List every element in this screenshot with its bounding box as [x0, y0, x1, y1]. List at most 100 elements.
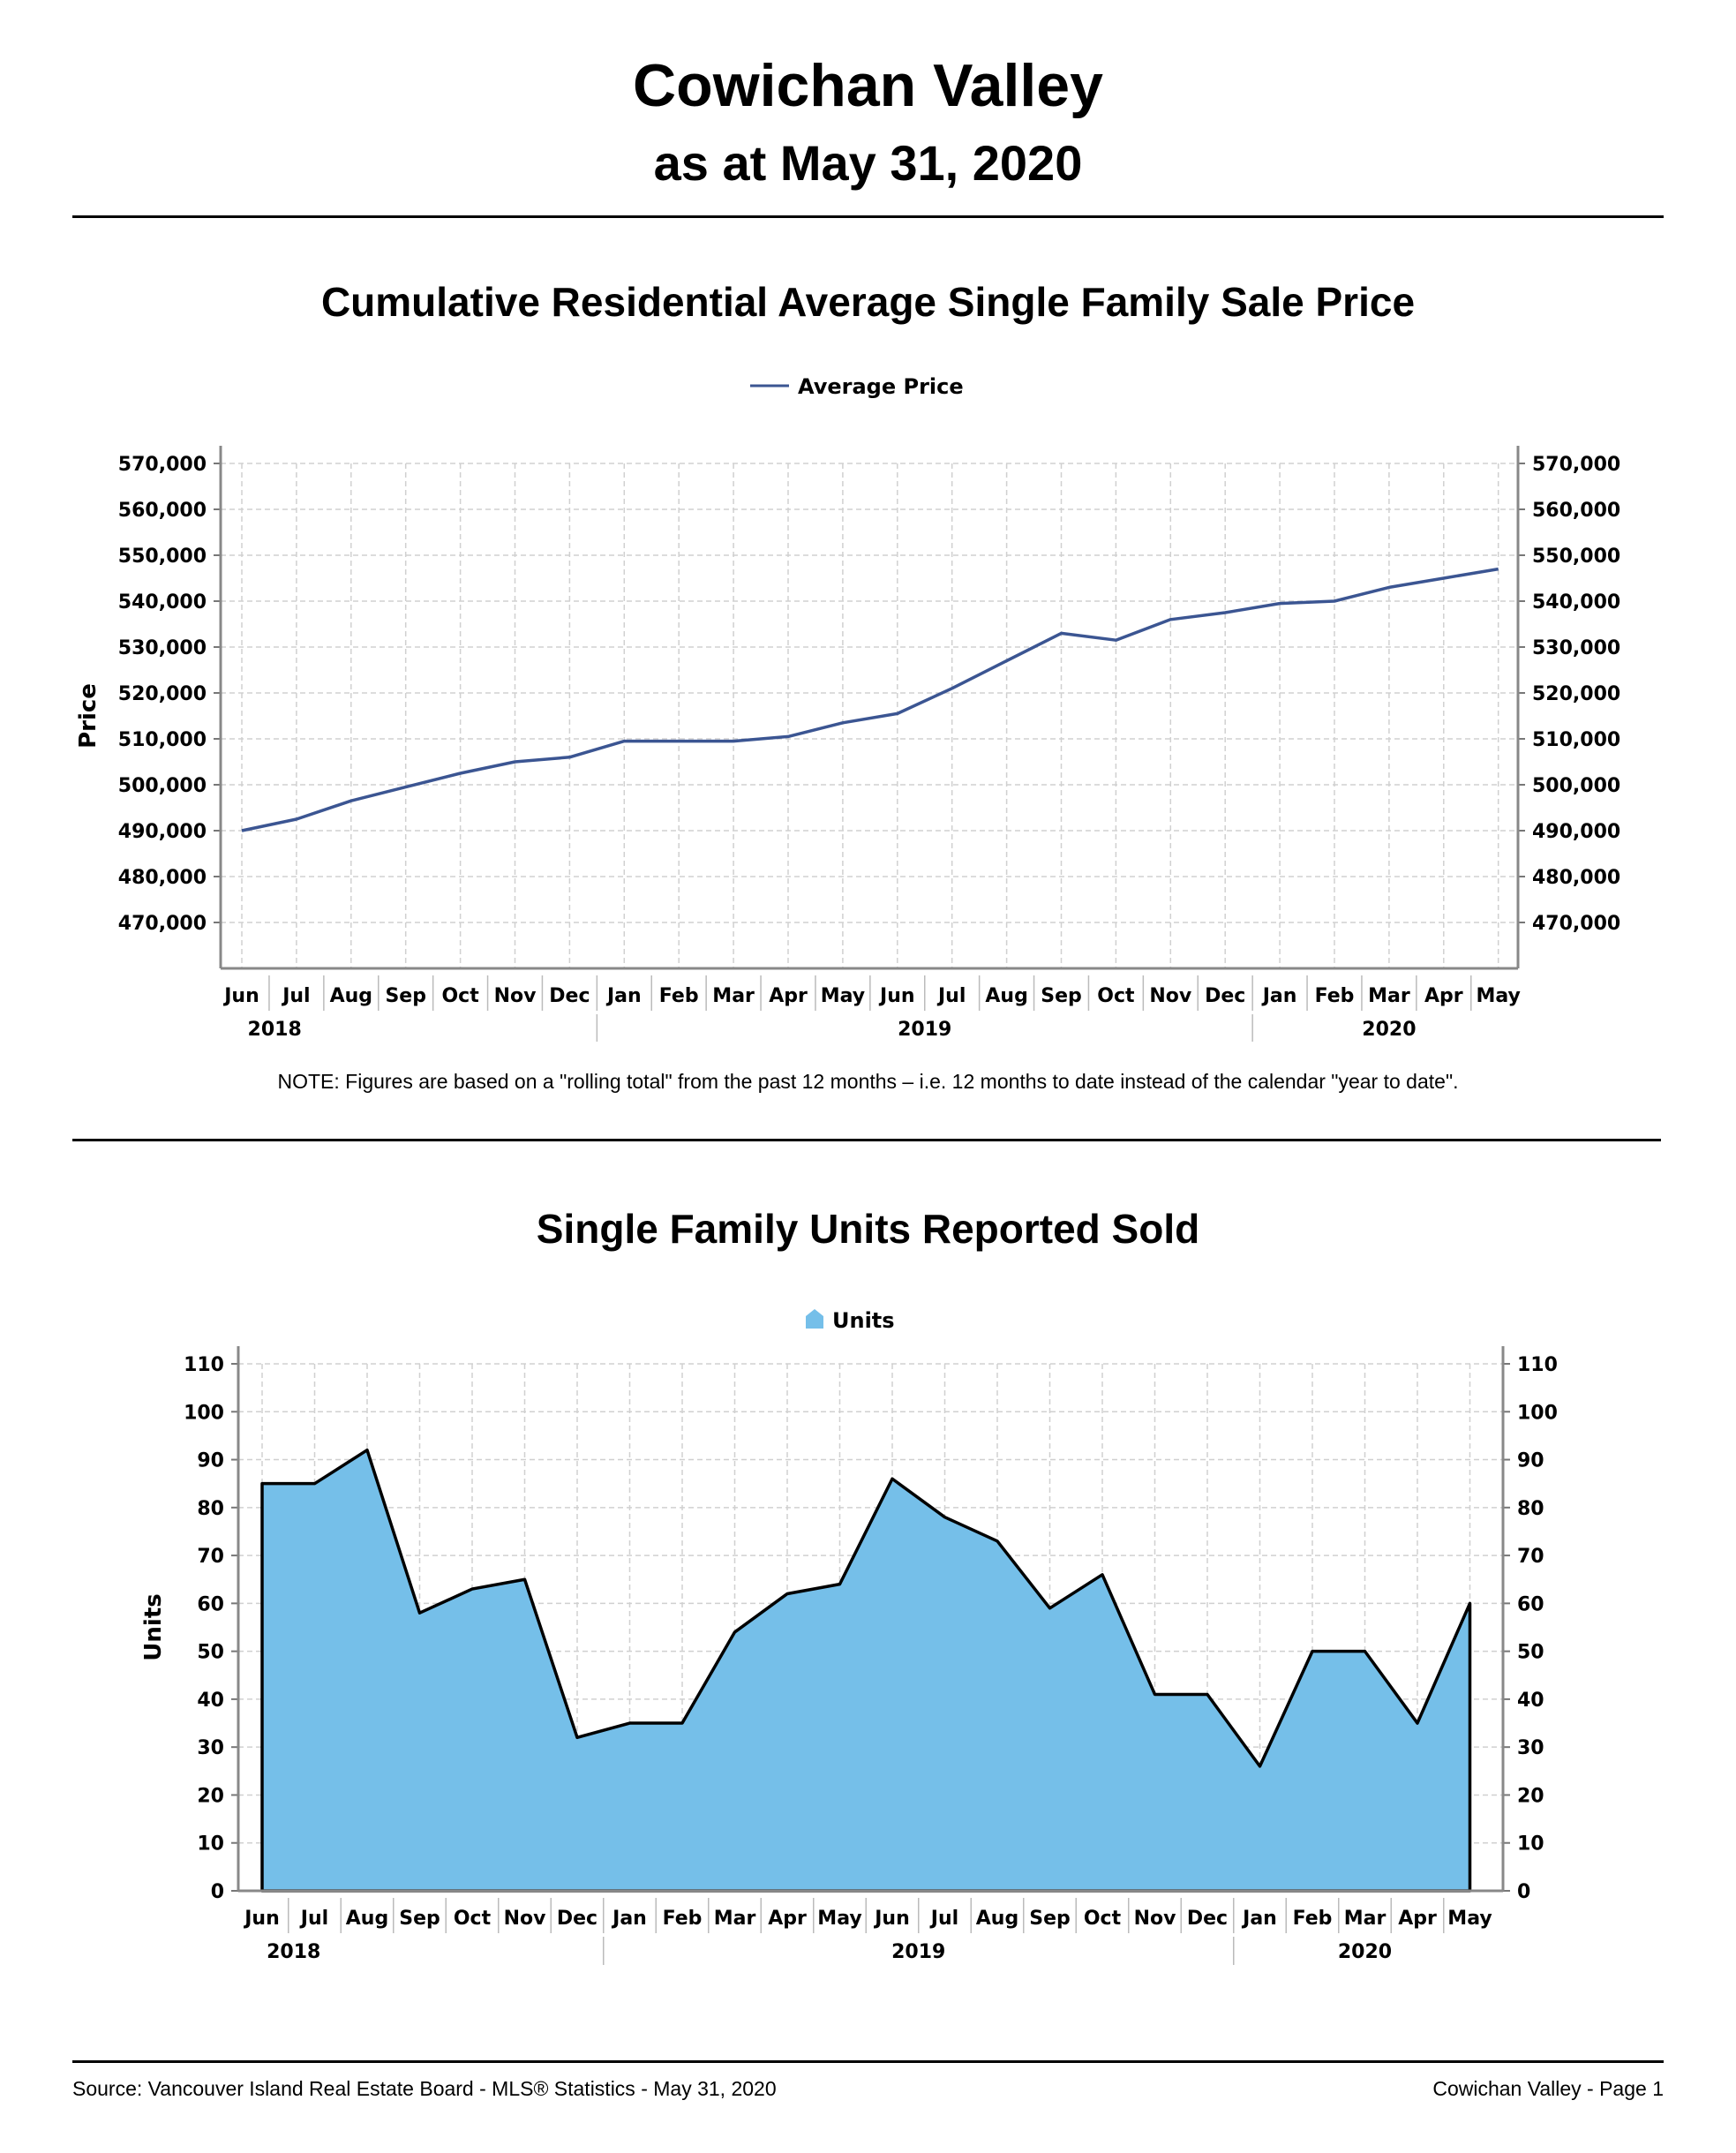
y-tick-label-left: 510,000: [118, 729, 207, 751]
x-tick-label: Jul: [299, 1908, 328, 1930]
y-tick-label-right: 550,000: [1532, 546, 1620, 568]
y-tick-label-right: 480,000: [1532, 867, 1620, 889]
y-tick-label-right: 0: [1517, 1881, 1530, 1903]
y-axis-label: Price: [75, 683, 101, 749]
y-tick-label-left: 30: [197, 1737, 224, 1759]
x-tick-label: Jul: [929, 1908, 958, 1930]
price-chart-title: Cumulative Residential Average Single Fa…: [320, 279, 1416, 325]
x-tick-label: Aug: [346, 1908, 388, 1930]
x-tick-label: Oct: [454, 1908, 492, 1930]
y-tick-label-right: 560,000: [1532, 500, 1620, 522]
x-tick-label: Apr: [1424, 985, 1463, 1007]
x-tick-label: Oct: [441, 985, 479, 1007]
x-tick-label: May: [1476, 985, 1520, 1007]
y-tick-label-left: 10: [197, 1833, 224, 1856]
x-tick-label: Sep: [1041, 985, 1082, 1007]
year-label: 2020: [1362, 1019, 1416, 1041]
y-tick-label-left: 530,000: [118, 637, 207, 659]
y-tick-label-right: 90: [1517, 1450, 1544, 1472]
y-tick-label-right: 100: [1517, 1402, 1558, 1424]
y-tick-label-right: 40: [1517, 1690, 1544, 1712]
x-tick-label: Jan: [1241, 1908, 1277, 1930]
y-tick-label-left: 100: [184, 1402, 224, 1424]
y-tick-label-right: 470,000: [1532, 913, 1620, 935]
y-tick-label-left: 60: [197, 1593, 224, 1615]
average-price-line: [241, 567, 1499, 832]
y-tick-label-right: 60: [1517, 1593, 1544, 1615]
y-tick-label-right: 510,000: [1532, 729, 1620, 751]
x-tick-label: Jun: [222, 985, 259, 1007]
y-tick-label-right: 540,000: [1532, 591, 1620, 614]
x-tick-label: Jun: [878, 985, 915, 1007]
y-tick-label-right: 570,000: [1532, 454, 1620, 476]
legend-label: Units: [832, 1308, 895, 1333]
x-tick-label: May: [821, 985, 865, 1007]
y-tick-label-right: 110: [1517, 1354, 1558, 1376]
section-divider: [72, 1139, 1661, 1141]
x-tick-label: Jun: [873, 1908, 910, 1930]
x-tick-label: Jan: [605, 985, 642, 1007]
x-tick-label: Mar: [714, 1908, 756, 1930]
y-tick-label-left: 0: [211, 1881, 224, 1903]
page-title: Cowichan Valley: [633, 52, 1103, 119]
units-area: [260, 1448, 1472, 1893]
year-label: 2019: [898, 1019, 951, 1041]
footer-page: Cowichan Valley - Page 1: [1432, 2077, 1664, 2100]
x-tick-label: Nov: [494, 985, 537, 1007]
y-tick-label-right: 490,000: [1532, 821, 1620, 843]
y-tick-label-right: 530,000: [1532, 637, 1620, 659]
legend-area-swatch: [806, 1309, 823, 1329]
y-tick-label-left: 570,000: [118, 454, 207, 476]
rolling-total-note: NOTE: Figures are based on a "rolling to…: [277, 1070, 1459, 1093]
y-tick-label-left: 50: [197, 1642, 224, 1664]
x-tick-label: Jul: [281, 985, 310, 1007]
y-tick-label-left: 520,000: [118, 683, 207, 705]
y-tick-label-left: 560,000: [118, 500, 207, 522]
x-tick-label: Feb: [663, 1908, 703, 1930]
y-tick-label-left: 500,000: [118, 775, 207, 797]
x-tick-label: Mar: [1368, 985, 1410, 1007]
x-tick-label: Jun: [243, 1908, 280, 1930]
price-line-chart: Average Price 470,000 470,000 480,000 480,00…: [75, 374, 1620, 1042]
x-tick-label: Dec: [1205, 985, 1245, 1007]
x-tick-label: Feb: [1315, 985, 1355, 1007]
x-tick-label: Apr: [768, 1908, 807, 1930]
y-tick-label-left: 480,000: [118, 867, 207, 889]
x-tick-label: Dec: [1187, 1908, 1228, 1930]
y-tick-label-left: 80: [197, 1498, 224, 1520]
x-tick-label: Jul: [936, 985, 966, 1007]
y-tick-label-left: 70: [197, 1546, 224, 1568]
x-tick-label: Mar: [1344, 1908, 1387, 1930]
y-tick-label-right: 500,000: [1532, 775, 1620, 797]
y-tick-label-left: 540,000: [118, 591, 207, 614]
y-tick-label-left: 470,000: [118, 913, 207, 935]
x-tick-label: Sep: [385, 985, 426, 1007]
x-tick-label: Nov: [504, 1908, 547, 1930]
page-subtitle: as at May 31, 2020: [653, 135, 1083, 191]
year-label: 2019: [891, 1941, 945, 1963]
x-tick-label: Nov: [1149, 985, 1192, 1007]
y-tick-label-left: 90: [197, 1450, 224, 1472]
y-axis-label: Units: [140, 1593, 167, 1660]
legend-label: Average Price: [798, 374, 964, 399]
x-tick-label: Oct: [1097, 985, 1135, 1007]
y-tick-label-left: 20: [197, 1785, 224, 1807]
x-tick-label: Apr: [1398, 1908, 1437, 1930]
footer-divider: [72, 2060, 1664, 2063]
x-tick-label: Aug: [976, 1908, 1018, 1930]
x-tick-label: Jan: [1261, 985, 1297, 1007]
units-chart-title: Single Family Units Reported Sold: [536, 1206, 1200, 1252]
y-tick-label-right: 50: [1517, 1642, 1544, 1664]
x-tick-label: Aug: [330, 985, 372, 1007]
x-tick-label: Oct: [1084, 1908, 1122, 1930]
x-tick-label: Sep: [399, 1908, 440, 1930]
y-tick-label-left: 40: [197, 1690, 224, 1712]
x-tick-label: Aug: [985, 985, 1027, 1007]
y-tick-label-left: 490,000: [118, 821, 207, 843]
x-tick-label: Apr: [769, 985, 808, 1007]
year-label: 2018: [267, 1941, 320, 1963]
x-tick-label: Sep: [1029, 1908, 1071, 1930]
y-tick-label-left: 550,000: [118, 546, 207, 568]
x-tick-label: Jan: [611, 1908, 647, 1930]
